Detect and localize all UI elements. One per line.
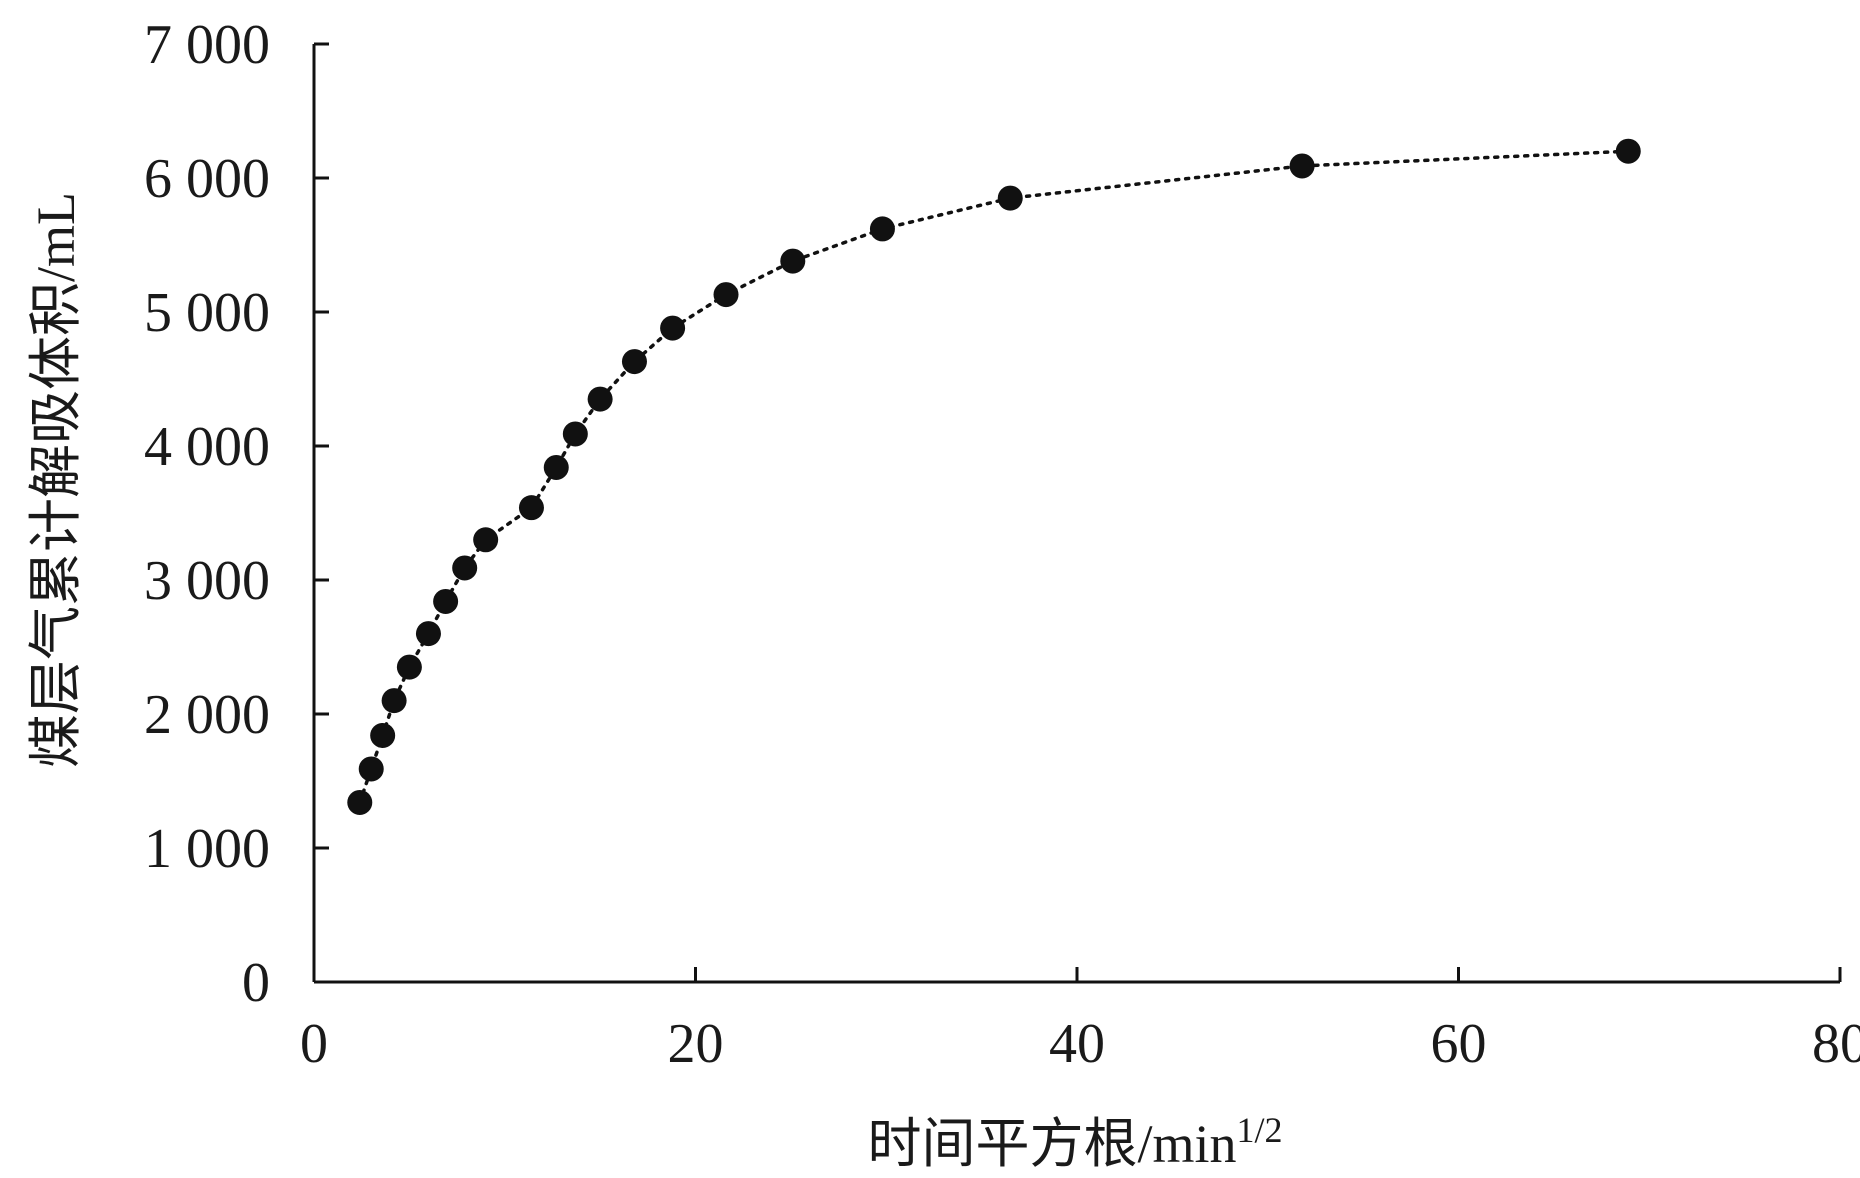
x-tick-label: 40 (1049, 1013, 1105, 1075)
y-tick-label: 1 000 (144, 818, 270, 880)
data-point (621, 349, 647, 375)
y-tick-label: 2 000 (144, 684, 270, 746)
x-tick-label: 60 (1431, 1013, 1487, 1075)
y-tick-label: 5 000 (144, 282, 270, 344)
data-point (381, 688, 407, 714)
data-point (869, 216, 895, 242)
data-point (660, 315, 686, 341)
data-point (780, 248, 806, 274)
y-tick-label: 0 (242, 952, 270, 1014)
data-point (562, 421, 588, 447)
data-point (1615, 138, 1641, 164)
y-tick-label: 6 000 (144, 148, 270, 210)
data-point (370, 722, 396, 748)
x-tick-label: 0 (300, 1013, 328, 1075)
y-tick-label: 4 000 (144, 416, 270, 478)
data-point (396, 654, 422, 680)
data-point (713, 282, 739, 308)
data-point (473, 527, 499, 553)
x-tick-label: 20 (668, 1013, 724, 1075)
data-point (415, 621, 441, 647)
data-point (1289, 153, 1315, 179)
data-point (543, 454, 569, 480)
data-point (518, 495, 544, 521)
y-axis-label: 煤层气累计解吸体积/mL (26, 192, 86, 768)
data-point (358, 756, 384, 782)
y-tick-label: 3 000 (144, 550, 270, 612)
x-axis-label: 时间平方根/min1/2 (867, 1110, 1282, 1174)
data-point (587, 386, 613, 412)
x-axis-label-sup: 1/2 (1237, 1110, 1283, 1150)
data-point (997, 185, 1023, 211)
data-point (433, 588, 459, 614)
data-point (347, 789, 373, 815)
data-point (452, 555, 478, 581)
y-tick-label: 7 000 (144, 14, 270, 76)
x-tick-label: 80 (1812, 1013, 1860, 1075)
x-axis-label-text: 时间平方根/min (867, 1114, 1236, 1174)
